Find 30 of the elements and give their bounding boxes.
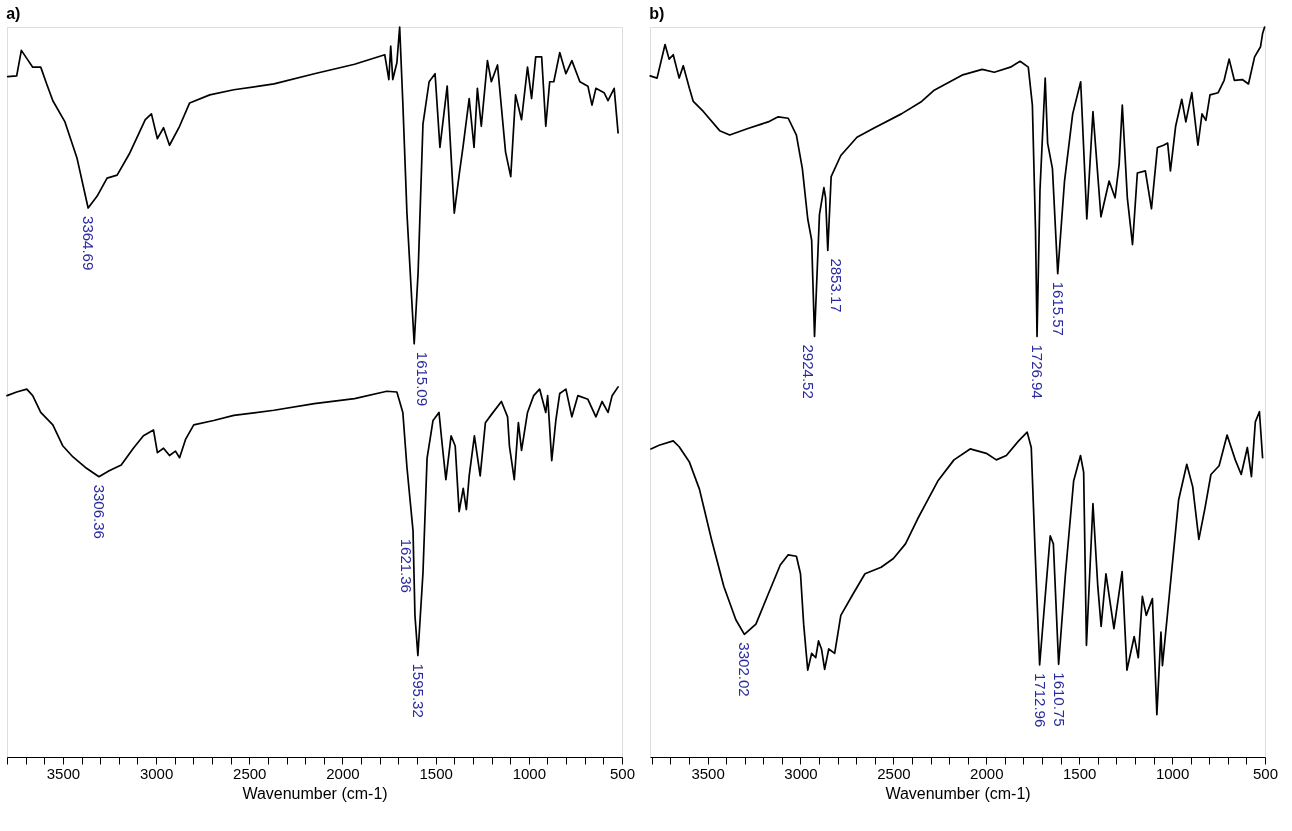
annotation: 1615.09 bbox=[414, 351, 432, 407]
x-tick-label: 3500 bbox=[691, 764, 725, 782]
x-tick-label: 2000 bbox=[970, 764, 1004, 782]
x-tick-label: 500 bbox=[1252, 764, 1279, 782]
x-tick-label: 1000 bbox=[1155, 764, 1190, 782]
annotation: 3306.36 bbox=[91, 484, 108, 539]
x-axis-title: Wavenumber (cm-1) bbox=[885, 784, 1031, 802]
annotation: 1726.94 bbox=[1029, 344, 1047, 399]
x-tick-label: 1500 bbox=[1063, 764, 1097, 782]
x-tick-label: 2000 bbox=[326, 764, 360, 782]
annotation: 1610.75 bbox=[1050, 672, 1068, 727]
x-tick-label: 1000 bbox=[512, 764, 547, 782]
annotation: 1595.32 bbox=[409, 663, 427, 718]
annotation: 3302.02 bbox=[736, 642, 754, 697]
chart-title: b) bbox=[649, 5, 665, 23]
x-axis-title: Wavenumber (cm-1) bbox=[242, 784, 388, 802]
x-tick-label: 3500 bbox=[46, 764, 81, 782]
annotation: 3364.69 bbox=[80, 216, 98, 271]
x-tick-label: 1500 bbox=[419, 764, 453, 782]
annotation: 1621.36 bbox=[398, 538, 416, 593]
x-tick-label: 2500 bbox=[877, 764, 911, 782]
annotation: 2853.17 bbox=[827, 258, 845, 313]
annotation: 1712.96 bbox=[1031, 673, 1049, 728]
chart-title: a) bbox=[6, 5, 21, 23]
x-tick-label: 500 bbox=[609, 764, 636, 782]
x-tick-label: 2500 bbox=[233, 764, 267, 782]
x-tick-label: 3000 bbox=[139, 764, 174, 782]
annotation: 2924.52 bbox=[799, 344, 817, 399]
x-tick-label: 3000 bbox=[784, 764, 818, 782]
annotation: 1615.57 bbox=[1049, 281, 1067, 336]
